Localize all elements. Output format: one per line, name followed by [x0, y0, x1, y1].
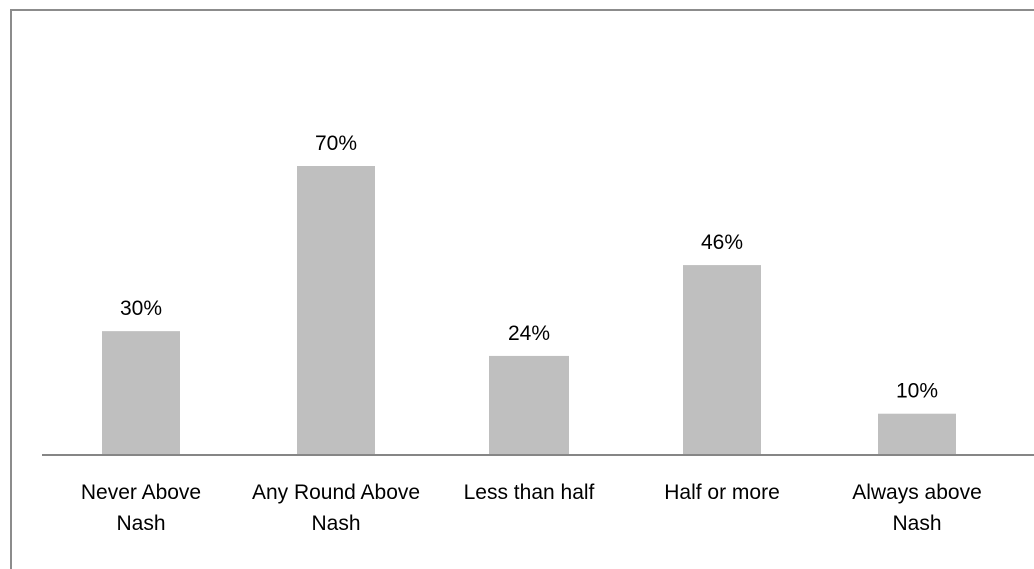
data-label: 46%	[701, 231, 743, 254]
data-label: 30%	[120, 297, 162, 320]
data-label: 10%	[896, 380, 938, 403]
bar	[878, 413, 956, 455]
data-label: 24%	[508, 322, 550, 345]
bar-chart: 30% 70% 24% 46% 10% Never Above Nash Any Round…	[42, 132, 1034, 535]
category-tick-label: Any Round Above Nash	[252, 481, 420, 535]
data-label: 70%	[315, 132, 357, 155]
bar	[489, 355, 569, 455]
bar	[683, 265, 761, 455]
bars-group	[102, 166, 956, 455]
category-tick-label: Always above Nash	[852, 481, 982, 535]
category-labels-group: Never Above Nash Any Round Above Nash Less t…	[81, 481, 982, 535]
value-labels-group: 30% 70% 24% 46% 10%	[120, 132, 938, 403]
bar	[102, 331, 180, 455]
category-tick-label: Never Above Nash	[81, 481, 201, 535]
category-tick-label: Less than half	[464, 481, 595, 504]
bar	[297, 166, 375, 455]
category-tick-label: Half or more	[664, 481, 780, 504]
chart-frame	[10, 9, 1034, 569]
